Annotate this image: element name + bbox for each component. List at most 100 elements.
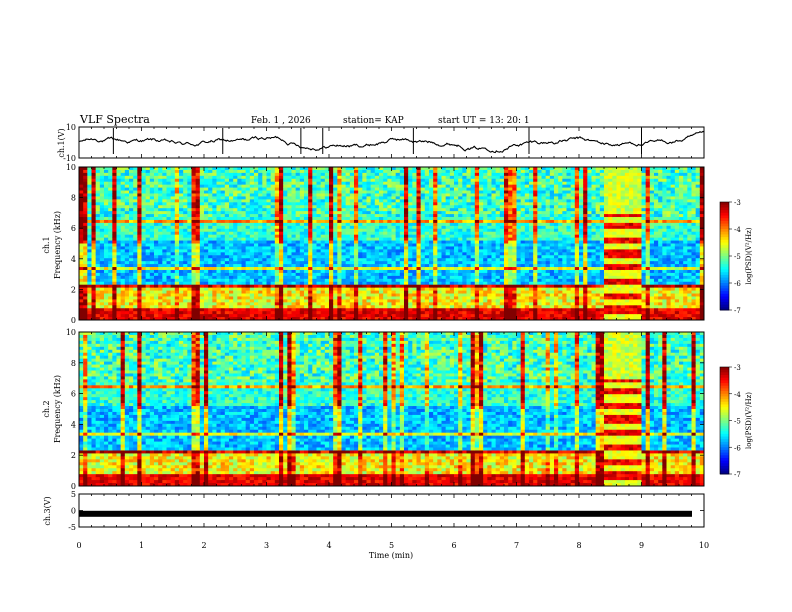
spectro-cell [320, 193, 326, 197]
spectro-cell [395, 302, 401, 306]
spectro-cell [224, 296, 230, 300]
spectro-cell [166, 317, 172, 321]
spectro-cell [433, 278, 438, 283]
spectro-cell [266, 255, 272, 259]
spectro-cell [262, 190, 267, 194]
spectro-cell [104, 252, 109, 256]
spectro-cell [204, 275, 209, 280]
spectro-cell [412, 249, 417, 253]
spectro-cell [229, 287, 234, 291]
spectro-cell [141, 234, 147, 239]
spectro-cell [329, 267, 334, 271]
spectro-cell [154, 193, 159, 197]
spectro-cell [274, 228, 280, 233]
spectro-cell [404, 255, 409, 259]
spectro-cell [312, 178, 317, 183]
spectro-cell [349, 308, 355, 312]
spectro-cell [241, 237, 247, 241]
spectro-cell [379, 267, 384, 271]
spectro-cell [137, 272, 142, 277]
spectro-cell [341, 211, 347, 215]
spectro-cell [387, 228, 392, 233]
spectro-cell [129, 178, 134, 183]
spectro-cell [329, 172, 334, 177]
spectro-cell [420, 214, 426, 218]
spectro-cell [241, 317, 247, 321]
spectro-cell [149, 219, 155, 224]
spectro-cell [95, 287, 101, 291]
spectro-cell [312, 287, 317, 291]
spectro-cell [374, 290, 380, 294]
spectro-cell [108, 217, 113, 221]
spectro-cell [354, 208, 359, 212]
spectro-cell [299, 196, 305, 200]
spectro-cell [299, 311, 305, 315]
spectro-cell [179, 208, 184, 212]
spectro-cell [362, 258, 367, 262]
spectro-cell [412, 252, 417, 256]
spectro-cell [95, 172, 101, 177]
spectro-cell [370, 275, 376, 280]
spectro-cell [237, 293, 242, 297]
spectro-cell [274, 299, 280, 303]
spectro-cell [383, 196, 388, 200]
spectro-cell [274, 272, 280, 277]
spectro-cell [204, 243, 209, 247]
spectro-cell [162, 272, 167, 277]
spectro-cell [212, 193, 217, 197]
spectro-cell [237, 281, 242, 286]
spectro-cell [149, 264, 155, 268]
spectro-cell [429, 217, 434, 221]
spectro-cell [254, 272, 259, 277]
spectro-cell [416, 240, 422, 244]
spectro-cell [341, 172, 347, 177]
spectro-cell [391, 225, 397, 230]
spectro-cell [220, 258, 226, 262]
spectro-cell [424, 240, 430, 244]
spectro-cell [104, 190, 109, 194]
spectro-cell [170, 214, 176, 218]
spectro-cell [291, 231, 297, 236]
spectro-cell [137, 169, 142, 174]
spectro-cell [358, 296, 363, 300]
spectro-cell [329, 178, 334, 183]
spectro-cell [458, 219, 463, 224]
spectro-cell [137, 181, 142, 186]
spectro-cell [374, 264, 380, 268]
spectro-cell [324, 181, 330, 186]
spectro-cell [354, 175, 359, 180]
spectro-cell [224, 252, 230, 256]
spectro-cell [224, 281, 230, 286]
spectro-cell [79, 269, 84, 274]
spectro-cell [195, 190, 201, 194]
spectro-cell [441, 234, 447, 239]
spectro-cell [366, 178, 372, 183]
spectro-cell [270, 199, 276, 203]
spectro-cell [379, 172, 384, 177]
spectro-cell [449, 184, 455, 188]
spectro-cell [216, 255, 222, 259]
spectro-cell [420, 231, 426, 236]
spectro-cell [95, 305, 101, 309]
spectro-cell [341, 234, 347, 239]
spectro-cell [204, 193, 209, 197]
spectro-cell [437, 243, 442, 247]
spectro-cell [329, 305, 334, 309]
spectro-cell [433, 275, 438, 280]
spectro-cell [224, 208, 230, 212]
spectro-cell [416, 293, 422, 297]
spectro-cell [341, 225, 347, 230]
spectro-cell [291, 299, 297, 303]
spectro-cell [299, 208, 305, 212]
spectro-cell [162, 193, 167, 197]
spectro-cell [416, 275, 422, 280]
spectro-cell [220, 255, 226, 259]
spectro-cell [349, 211, 355, 215]
spectro-cell [133, 287, 138, 291]
spectro-cell [379, 290, 384, 294]
spectro-cell [416, 272, 422, 277]
spectro-cell [358, 205, 363, 209]
spectro-cell [395, 284, 401, 289]
spectro-cell [220, 293, 226, 297]
spectro-cell [395, 293, 401, 297]
